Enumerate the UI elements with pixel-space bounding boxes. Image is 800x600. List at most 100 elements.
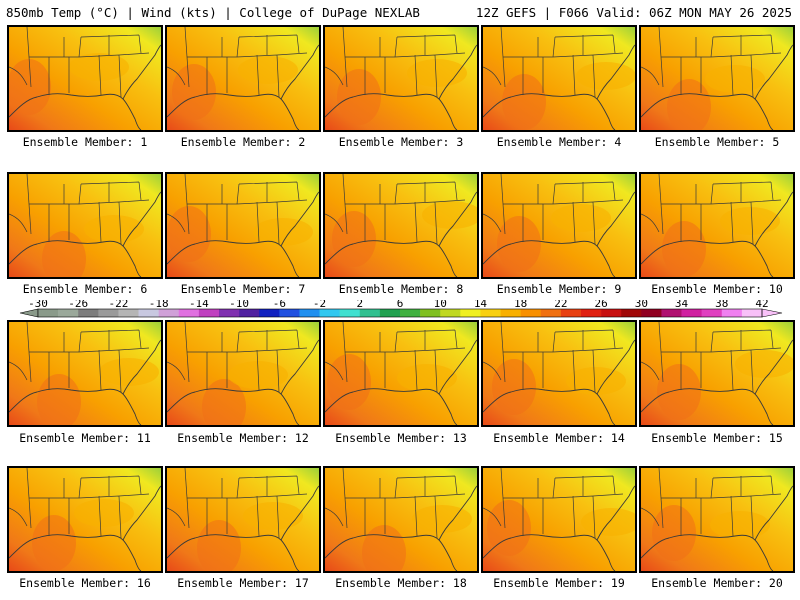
colorbar-segment	[701, 309, 723, 317]
ensemble-panel-16	[7, 466, 163, 573]
temperature-map	[9, 174, 161, 277]
header-title-right: 12Z GEFS | F066 Valid: 06Z MON MAY 26 20…	[475, 5, 792, 20]
colorbar-segment	[681, 309, 702, 317]
colorbar-segment	[621, 309, 642, 317]
colorbar-segment	[239, 309, 260, 317]
colorbar-segment	[78, 309, 99, 317]
temperature-map	[167, 27, 319, 130]
temperature-map	[325, 322, 477, 425]
colorbar-segment	[178, 309, 200, 317]
colorbar-segment	[339, 309, 361, 317]
ensemble-member-label: Ensemble Member: 18	[335, 576, 467, 590]
colorbar-segment	[420, 309, 441, 317]
colorbar-tick-label: 14	[474, 300, 488, 310]
colorbar-segment	[158, 309, 180, 317]
ensemble-panel-7	[165, 172, 321, 279]
ensemble-panel-12	[165, 320, 321, 427]
ensemble-member-label: Ensemble Member: 16	[19, 576, 151, 590]
colorbar-tick-label: 34	[675, 300, 689, 310]
ensemble-panel-15	[639, 320, 795, 427]
ensemble-panel-5	[639, 25, 795, 132]
colorbar-segment	[460, 309, 481, 317]
ensemble-member-label: Ensemble Member: 13	[335, 431, 467, 445]
ensemble-panel-9	[481, 172, 637, 279]
temperature-map	[9, 468, 161, 571]
colorbar-tick-label: -2	[313, 300, 326, 310]
ensemble-panel-3	[323, 25, 479, 132]
colorbar-tick-label: -10	[229, 300, 249, 310]
ensemble-member-label: Ensemble Member: 2	[180, 135, 306, 149]
ensemble-panel-19	[481, 466, 637, 573]
temperature-map	[483, 322, 635, 425]
ensemble-panel-6	[7, 172, 163, 279]
colorbar-tick-label: 6	[397, 300, 404, 310]
temperature-map	[325, 27, 477, 130]
temperature-map	[9, 27, 161, 130]
colorbar-segment	[560, 309, 582, 317]
ensemble-panel-17	[165, 466, 321, 573]
colorbar-segment	[400, 309, 421, 317]
colorbar-segment	[299, 309, 320, 317]
colorbar-tick-label: -6	[273, 300, 286, 310]
temperature-map	[167, 174, 319, 277]
colorbar-segment	[198, 309, 220, 317]
temperature-map	[483, 174, 635, 277]
colorbar-tick-label: 18	[514, 300, 527, 310]
temperature-map	[641, 468, 793, 571]
ensemble-panel-20	[639, 466, 795, 573]
colorbar-tick-label: -14	[189, 300, 209, 310]
colorbar-tick-label: 30	[635, 300, 648, 310]
colorbar-segment	[661, 309, 682, 317]
colorbar-segment	[359, 309, 381, 317]
colorbar-tick-label: 38	[715, 300, 728, 310]
header-title-left: 850mb Temp (°C) | Wind (kts) | College o…	[6, 5, 420, 20]
colorbar-tick-label: 2	[356, 300, 363, 310]
ensemble-panel-2	[165, 25, 321, 132]
ensemble-member-label: Ensemble Member: 20	[651, 576, 783, 590]
colorbar-segment	[118, 309, 139, 317]
colorbar-segment	[219, 309, 240, 317]
ensemble-member-label: Ensemble Member: 19	[493, 576, 625, 590]
colorbar-right-arrow	[761, 308, 783, 318]
colorbar-segment	[58, 309, 79, 317]
colorbar-tick-label: 26	[594, 300, 607, 310]
temperature-map	[641, 27, 793, 130]
colorbar-segment	[440, 309, 461, 317]
colorbar-segment	[138, 309, 159, 317]
temperature-map	[325, 468, 477, 571]
temperature-map	[325, 174, 477, 277]
colorbar-tick-label: -18	[149, 300, 169, 310]
colorbar: -30 -26 -22 -18 -14 -10 -6 -2 2 6 10 14 18 22 26 30 34 38…	[14, 300, 786, 320]
temperature-map	[167, 468, 319, 571]
ensemble-panel-1	[7, 25, 163, 132]
ensemble-member-label: Ensemble Member: 1	[22, 135, 148, 149]
ensemble-member-label: Ensemble Member: 14	[493, 431, 625, 445]
colorbar-segment	[279, 309, 300, 317]
colorbar-segment	[500, 309, 521, 317]
colorbar-segment	[38, 309, 59, 317]
colorbar-segment	[641, 309, 662, 317]
ensemble-panel-8	[323, 172, 479, 279]
ensemble-member-label: Ensemble Member: 7	[180, 282, 306, 296]
temperature-map	[641, 174, 793, 277]
ensemble-member-label: Ensemble Member: 12	[177, 431, 309, 445]
colorbar-segment	[259, 309, 280, 317]
temperature-map	[483, 468, 635, 571]
ensemble-member-label: Ensemble Member: 5	[654, 135, 780, 149]
ensemble-member-label: Ensemble Member: 3	[338, 135, 464, 149]
ensemble-panel-4	[481, 25, 637, 132]
temperature-map	[167, 322, 319, 425]
ensemble-member-label: Ensemble Member: 4	[496, 135, 622, 149]
temperature-map	[483, 27, 635, 130]
ensemble-panel-13	[323, 320, 479, 427]
ensemble-panel-10	[639, 172, 795, 279]
temperature-map	[9, 322, 161, 425]
colorbar-tick-label: 10	[434, 300, 447, 310]
ensemble-member-label: Ensemble Member: 11	[19, 431, 151, 445]
colorbar-tick-label: -22	[109, 300, 129, 310]
colorbar-segment	[581, 309, 602, 317]
temperature-map	[641, 322, 793, 425]
ensemble-panel-14	[481, 320, 637, 427]
colorbar-segment	[379, 309, 401, 317]
